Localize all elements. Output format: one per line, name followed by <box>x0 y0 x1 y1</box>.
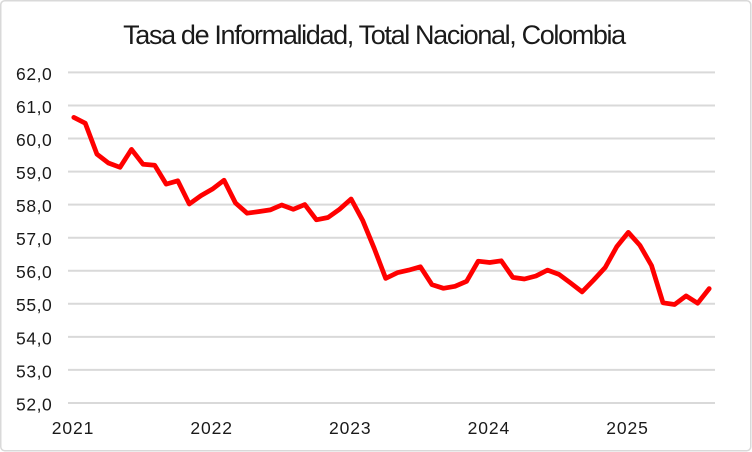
svg-text:54,0: 54,0 <box>16 328 52 348</box>
svg-text:55,0: 55,0 <box>16 295 52 315</box>
svg-text:2024: 2024 <box>468 418 511 438</box>
svg-text:52,0: 52,0 <box>16 394 52 414</box>
svg-text:2021: 2021 <box>52 418 95 438</box>
svg-text:60,0: 60,0 <box>16 130 52 150</box>
svg-text:59,0: 59,0 <box>16 163 52 183</box>
svg-text:62,0: 62,0 <box>16 64 52 84</box>
svg-text:58,0: 58,0 <box>16 196 52 216</box>
svg-text:53,0: 53,0 <box>16 361 52 381</box>
svg-text:2023: 2023 <box>329 418 372 438</box>
svg-text:61,0: 61,0 <box>16 97 52 117</box>
svg-text:56,0: 56,0 <box>16 262 52 282</box>
svg-text:57,0: 57,0 <box>16 229 52 249</box>
svg-text:2025: 2025 <box>606 418 649 438</box>
svg-text:Tasa de Informalidad, Total Na: Tasa de Informalidad, Total Nacional, Co… <box>123 20 627 50</box>
svg-text:2022: 2022 <box>190 418 233 438</box>
